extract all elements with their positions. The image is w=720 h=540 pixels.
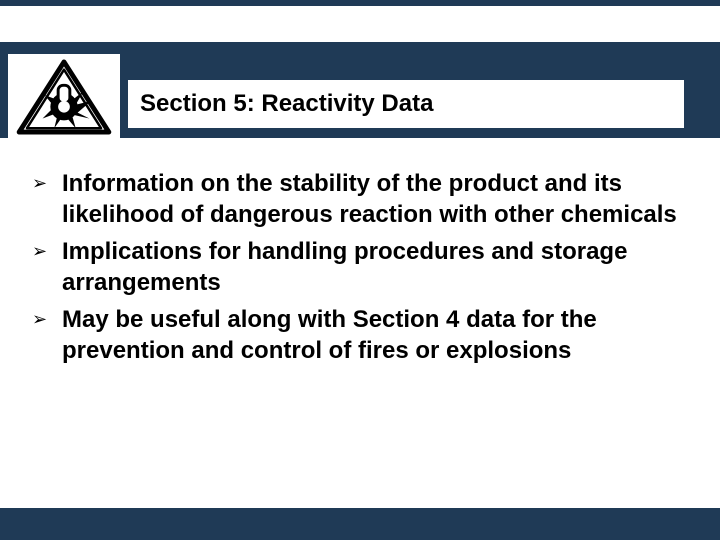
footer-band: [0, 508, 720, 540]
list-item: ➢ May be useful along with Section 4 dat…: [28, 304, 692, 366]
bullet-marker-icon: ➢: [28, 168, 62, 198]
bullet-text: Implications for handling procedures and…: [62, 236, 692, 298]
list-item: ➢ Implications for handling procedures a…: [28, 236, 692, 298]
bullet-marker-icon: ➢: [28, 304, 62, 334]
content-area: ➢ Information on the stability of the pr…: [28, 168, 692, 372]
bullet-list: ➢ Information on the stability of the pr…: [28, 168, 692, 366]
top-thin-bar: [0, 0, 720, 6]
slide-title: Section 5: Reactivity Data: [140, 90, 433, 118]
reactive-material-icon: [14, 58, 114, 136]
list-item: ➢ Information on the stability of the pr…: [28, 168, 692, 230]
logo-box: [8, 54, 120, 140]
bullet-text: Information on the stability of the prod…: [62, 168, 692, 230]
slide: Section 5: Reactivity Data ➢ Information…: [0, 0, 720, 540]
bullet-marker-icon: ➢: [28, 236, 62, 266]
bullet-text: May be useful along with Section 4 data …: [62, 304, 692, 366]
title-bar: Section 5: Reactivity Data: [128, 80, 684, 128]
